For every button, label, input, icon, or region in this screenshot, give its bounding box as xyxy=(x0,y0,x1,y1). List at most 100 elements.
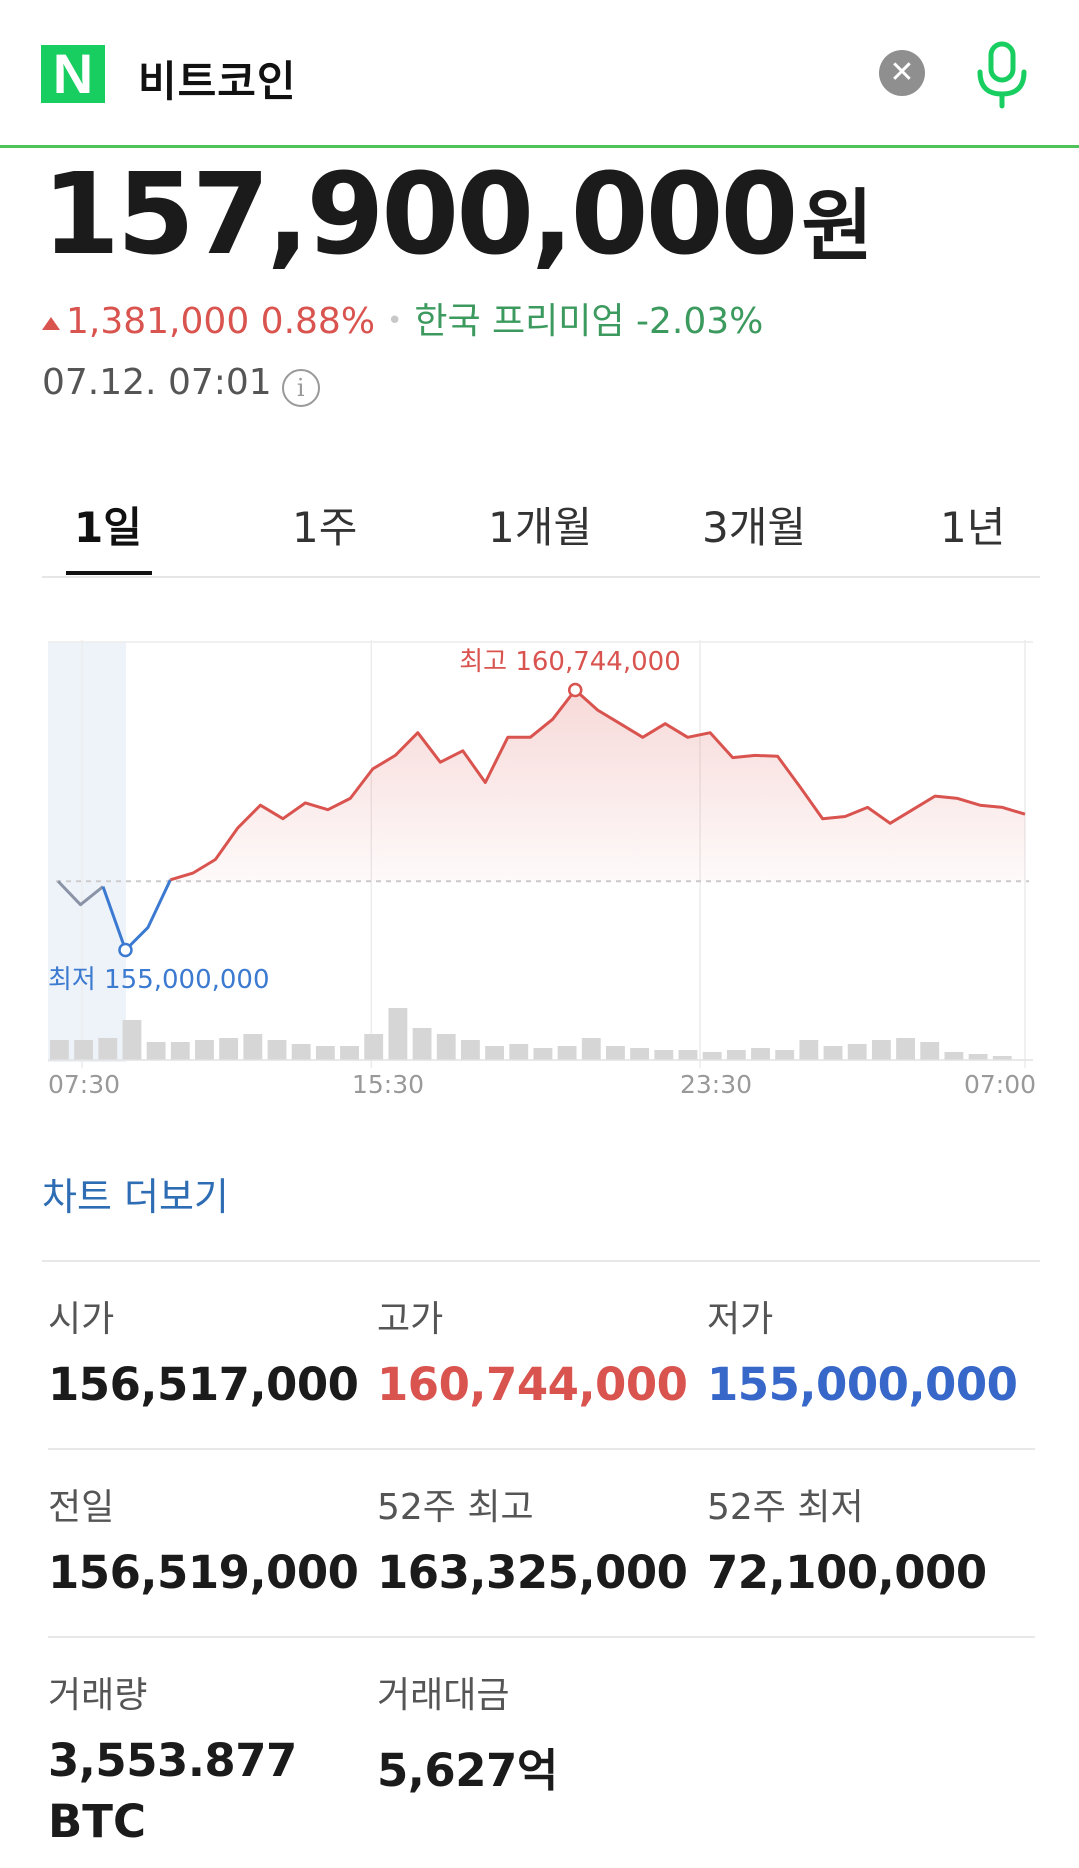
stat-label: 거래대금 xyxy=(377,1675,510,1716)
volume-bar xyxy=(944,1052,964,1060)
stat-label: 전일 xyxy=(48,1487,115,1528)
stat-label: 저가 xyxy=(707,1299,774,1340)
volume-bar xyxy=(50,1040,69,1060)
separator-dot: • xyxy=(387,306,403,336)
volume-bar xyxy=(630,1048,650,1060)
x-tick-label: 07:00 xyxy=(964,1070,1036,1099)
tab-1day[interactable]: 1일 xyxy=(74,503,142,552)
stat-unit: BTC xyxy=(48,1795,147,1848)
stat-prev-close: 전일 156,519,000 xyxy=(48,1478,359,1599)
volume-bar xyxy=(509,1044,529,1060)
volume-bar xyxy=(871,1040,891,1060)
tab-1year[interactable]: 1년 xyxy=(940,503,1006,552)
search-query[interactable]: 비트코인 xyxy=(138,57,297,106)
pre-session-band xyxy=(48,642,126,1062)
volume-bar xyxy=(340,1046,359,1060)
volume-bar xyxy=(412,1028,432,1060)
stat-low: 저가 155,000,000 xyxy=(707,1290,1018,1411)
stat-label: 52주 최고 xyxy=(377,1487,534,1528)
volume-bar xyxy=(920,1042,940,1060)
up-series-line xyxy=(169,688,1026,882)
volume-bar xyxy=(146,1042,166,1060)
volume-bar xyxy=(823,1046,843,1060)
stat-label: 시가 xyxy=(48,1299,115,1340)
down-series-line xyxy=(101,879,172,952)
tab-1week[interactable]: 1주 xyxy=(292,503,358,552)
timestamp: 07.12. 07:01 xyxy=(42,362,272,403)
tab-1month[interactable]: 1개월 xyxy=(488,503,593,552)
volume-bar xyxy=(654,1050,674,1060)
volume-bar xyxy=(847,1044,867,1060)
quote-time: 07.12. 07:01 i xyxy=(42,362,320,407)
current-price: 157,900,000원 xyxy=(42,150,873,292)
volume-bar xyxy=(751,1048,770,1060)
stat-value: 156,517,000 xyxy=(48,1358,359,1411)
chart-more-link[interactable]: 차트 더보기 xyxy=(42,1175,229,1219)
volume-bar xyxy=(315,1046,335,1060)
stat-value: 160,744,000 xyxy=(377,1358,688,1411)
change-row: 1,381,000 0.88% • 한국 프리미엄 -2.03% xyxy=(42,292,763,344)
stat-value: 156,519,000 xyxy=(48,1546,359,1599)
stat-value: 3,553.877 xyxy=(48,1734,297,1787)
active-tab-indicator xyxy=(66,571,152,575)
volume-bar xyxy=(267,1040,287,1060)
tab-3month[interactable]: 3개월 xyxy=(702,503,807,552)
price-change: 1,381,000 0.88% xyxy=(66,301,376,342)
stat-52w-low: 52주 최저 72,100,000 xyxy=(707,1478,987,1599)
x-tick-label: 15:30 xyxy=(352,1070,424,1099)
x-tick-label: 07:30 xyxy=(48,1070,120,1099)
up-arrow-icon xyxy=(42,317,60,330)
volume-bar xyxy=(606,1046,625,1060)
divider xyxy=(42,1260,1040,1262)
stat-trade-amount: 거래대금 5,627억 xyxy=(377,1666,558,1799)
volume-bar xyxy=(460,1040,480,1060)
naver-logo[interactable]: N xyxy=(41,45,105,103)
price-value: 157,900,000 xyxy=(42,150,798,280)
info-icon[interactable]: i xyxy=(281,369,320,407)
high-marker xyxy=(567,682,583,698)
volume-bar xyxy=(557,1046,577,1060)
divider xyxy=(48,1636,1035,1638)
volume-bar xyxy=(122,1020,142,1060)
stat-value: 163,325,000 xyxy=(377,1546,688,1599)
volume-bar xyxy=(992,1056,1012,1060)
low-label: 최저 155,000,000 xyxy=(48,965,270,995)
volume-bar xyxy=(388,1008,408,1060)
stat-label: 고가 xyxy=(377,1299,444,1340)
volume-bar xyxy=(195,1040,214,1060)
volume-bar xyxy=(291,1044,311,1060)
stat-value: 5,627억 xyxy=(377,1744,558,1797)
stat-value: 72,100,000 xyxy=(707,1546,987,1599)
microphone-icon[interactable] xyxy=(972,38,1032,110)
price-unit: 원 xyxy=(801,182,874,272)
close-icon[interactable]: ✕ xyxy=(879,50,925,96)
stat-52w-high: 52주 최고 163,325,000 xyxy=(377,1478,688,1599)
stat-volume: 거래량 3,553.877 BTC xyxy=(48,1666,297,1848)
x-tick-label: 23:30 xyxy=(680,1070,752,1099)
price-chart[interactable]: 최고 160,744,000 최저 155,000,000 07:30 15:30 23… xyxy=(0,620,1079,1110)
volume-bar xyxy=(170,1042,190,1060)
volume-bar xyxy=(678,1050,698,1060)
search-header: N 비트코인 ✕ xyxy=(0,0,1079,148)
volume-bar xyxy=(775,1050,795,1060)
volume-bar xyxy=(581,1038,601,1060)
volume-bar xyxy=(726,1050,746,1060)
volume-bar xyxy=(243,1034,263,1060)
volume-bar xyxy=(436,1034,456,1060)
volume-bar xyxy=(74,1040,94,1060)
stat-label: 52주 최저 xyxy=(707,1487,864,1528)
volume-bar xyxy=(98,1038,118,1060)
period-tabs: 1일 1주 1개월 3개월 1년 xyxy=(42,480,1040,578)
stat-label: 거래량 xyxy=(48,1675,148,1716)
stat-high: 고가 160,744,000 xyxy=(377,1290,688,1411)
volume-bar xyxy=(533,1048,553,1060)
volume-bar xyxy=(485,1046,505,1060)
volume-bar xyxy=(364,1034,384,1060)
volume-bar xyxy=(896,1038,915,1060)
volume-bar xyxy=(702,1052,722,1060)
up-area xyxy=(170,690,1025,882)
korea-premium: 한국 프리미엄 -2.03% xyxy=(414,301,764,342)
high-label: 최고 160,744,000 xyxy=(459,647,681,677)
stat-open: 시가 156,517,000 xyxy=(48,1290,359,1411)
volume-bar xyxy=(219,1038,239,1060)
